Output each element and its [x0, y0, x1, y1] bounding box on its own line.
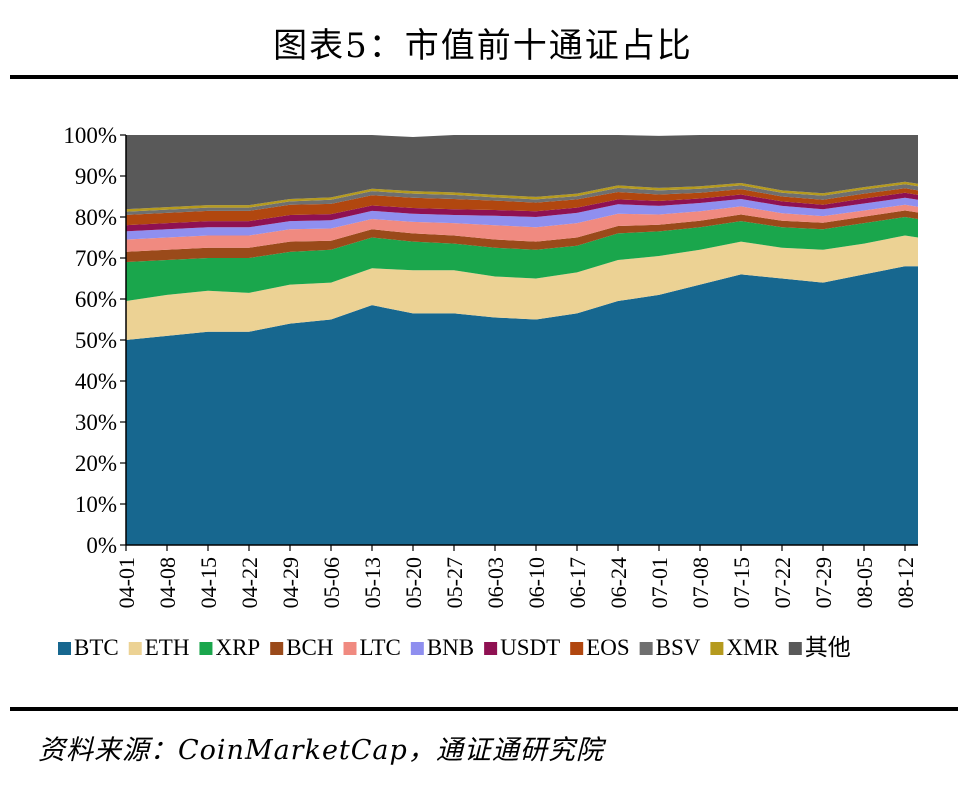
area-xrp [126, 217, 918, 302]
y-tick-label: 20% [75, 451, 117, 476]
x-tick-label: 05-20 [401, 557, 426, 608]
chart-title: 图表5：市值前十通证占比 [273, 26, 693, 66]
legend-swatch [128, 642, 142, 655]
legend-swatch [58, 642, 71, 655]
legend-swatch [788, 642, 802, 655]
legend-swatch [410, 642, 424, 655]
plot-area [126, 135, 918, 545]
stacked-area-chart: 0%10%20%30%40%50%60%70%80%90%100% 04-01 0… [58, 123, 918, 661]
x-tick-label: 05-06 [319, 557, 344, 608]
legend-label: BCH [286, 635, 333, 660]
y-tick-label: 70% [75, 246, 117, 271]
legend-swatch [639, 642, 653, 655]
legend-label: USDT [500, 635, 560, 660]
y-tick-label: 100% [63, 123, 117, 148]
source-note: 资料来源：CoinMarketCap，通证通研究院 [38, 735, 604, 766]
x-tick-label: 04-15 [196, 557, 221, 608]
top-rule [10, 75, 958, 79]
legend-swatch [570, 642, 584, 655]
y-tick-label: 40% [75, 369, 117, 394]
x-tick-label: 08-12 [893, 557, 918, 608]
legend-label: XRP [215, 635, 260, 660]
area-bsv [126, 184, 918, 215]
legend-swatch [484, 642, 498, 655]
area-xmr [126, 181, 918, 212]
x-tick-label: 04-01 [114, 557, 139, 608]
x-tick-label: 07-29 [811, 557, 836, 608]
legend-label: BNB [427, 635, 474, 660]
legend: BTC ETH XRP BCH LTC BNB USDT EOS BSV XMR 其他 [58, 635, 851, 661]
x-tick-label: 07-01 [647, 557, 672, 608]
y-tick-label: 30% [75, 410, 117, 435]
x-tick-label: 07-15 [729, 557, 754, 608]
y-tick-label: 10% [75, 492, 117, 517]
legend-swatch [270, 642, 284, 655]
area-usdt [126, 192, 918, 232]
x-tick-label: 05-27 [442, 557, 467, 608]
legend-label: BSV [656, 635, 701, 660]
x-tick-label: 04-29 [278, 557, 303, 608]
legend-label: EOS [586, 635, 629, 660]
legend-label: 其他 [805, 635, 851, 661]
x-tick-label: 05-13 [360, 557, 385, 608]
area-eth [126, 235, 918, 340]
x-tick-label: 06-03 [483, 557, 508, 608]
x-tick-label: 06-24 [606, 557, 631, 608]
y-tick-label: 50% [75, 328, 117, 353]
x-tick-label: 08-05 [852, 557, 877, 608]
bottom-rule [10, 707, 958, 711]
y-axis: 0% 10% 20% 30% 40% 50% 60% 70% 80% 90% 100% [63, 123, 127, 558]
legend-swatch [199, 642, 213, 655]
area-其他 [126, 135, 918, 210]
x-tick-label: 07-22 [770, 557, 795, 608]
area-ltc [126, 204, 918, 252]
area-bnb [126, 197, 918, 240]
area-btc [126, 266, 918, 545]
legend-label: LTC [360, 635, 401, 660]
x-tick-label: 04-08 [155, 557, 180, 608]
y-tick-label: 60% [75, 287, 117, 312]
y-tick-label: 80% [75, 205, 117, 230]
x-tick-label: 06-10 [524, 557, 549, 608]
x-tick-label: 04-22 [237, 557, 262, 608]
x-tick-label: 07-08 [688, 557, 713, 608]
legend-swatch [710, 642, 724, 655]
legend-swatch [343, 642, 357, 655]
y-tick-label: 0% [86, 533, 117, 558]
legend-label: XMR [726, 635, 779, 660]
x-tick-label: 06-17 [565, 557, 590, 608]
x-axis: 04-01 04-08 04-15 04-22 04-29 05-06 05-13 05-20… [114, 544, 918, 608]
legend-label: ETH [145, 635, 190, 660]
legend-label: BTC [74, 635, 119, 660]
area-bch [126, 210, 918, 263]
area-eos [126, 188, 918, 226]
y-tick-label: 90% [75, 164, 117, 189]
